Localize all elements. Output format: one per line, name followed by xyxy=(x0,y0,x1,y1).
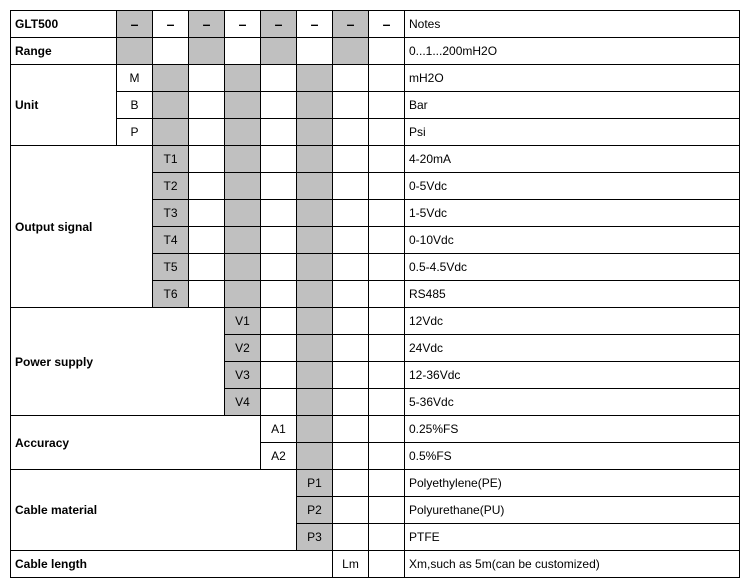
cable-mat-desc: PTFE xyxy=(405,524,740,551)
spec-table: GLT500 – – – – – – – – Notes Range 0...1… xyxy=(10,10,740,578)
power-desc: 5-36Vdc xyxy=(405,389,740,416)
output-desc: 0.5-4.5Vdc xyxy=(405,254,740,281)
power-desc: 12-36Vdc xyxy=(405,362,740,389)
power-desc: 24Vdc xyxy=(405,335,740,362)
power-desc: 12Vdc xyxy=(405,308,740,335)
cable-len-code: Lm xyxy=(333,551,369,578)
unit-code: B xyxy=(117,92,153,119)
range-desc: 0...1...200mH2O xyxy=(405,38,740,65)
dash-cell: – xyxy=(333,11,369,38)
cable-len-desc: Xm,such as 5m(can be customized) xyxy=(405,551,740,578)
range-row: Range 0...1...200mH2O xyxy=(11,38,740,65)
output-code: T4 xyxy=(153,227,189,254)
power-code: V3 xyxy=(225,362,261,389)
dash-cell: – xyxy=(225,11,261,38)
output-desc: 0-5Vdc xyxy=(405,173,740,200)
output-label: Output signal xyxy=(11,146,153,308)
cable-mat-desc: Polyurethane(PU) xyxy=(405,497,740,524)
accuracy-label: Accuracy xyxy=(11,416,261,470)
unit-row: P Psi xyxy=(11,119,740,146)
dash-cell: – xyxy=(297,11,333,38)
cable-mat-code: P3 xyxy=(297,524,333,551)
notes-header: Notes xyxy=(405,11,740,38)
unit-code: M xyxy=(117,65,153,92)
unit-desc: Psi xyxy=(405,119,740,146)
unit-code: P xyxy=(117,119,153,146)
unit-desc: Bar xyxy=(405,92,740,119)
dash-cell: – xyxy=(261,11,297,38)
power-code: V2 xyxy=(225,335,261,362)
header-row: GLT500 – – – – – – – – Notes xyxy=(11,11,740,38)
output-code: T5 xyxy=(153,254,189,281)
unit-row: B Bar xyxy=(11,92,740,119)
output-desc: 1-5Vdc xyxy=(405,200,740,227)
power-label: Power supply xyxy=(11,308,225,416)
output-desc: RS485 xyxy=(405,281,740,308)
power-code: V1 xyxy=(225,308,261,335)
power-row: Power supply V1 12Vdc xyxy=(11,308,740,335)
cable-mat-code: P1 xyxy=(297,470,333,497)
cable-len-label: Cable length xyxy=(11,551,333,578)
cable-mat-code: P2 xyxy=(297,497,333,524)
output-code: T3 xyxy=(153,200,189,227)
accuracy-row: Accuracy A1 0.25%FS xyxy=(11,416,740,443)
output-code: T1 xyxy=(153,146,189,173)
accuracy-code: A2 xyxy=(261,443,297,470)
cable-len-row: Cable length Lm Xm,such as 5m(can be cus… xyxy=(11,551,740,578)
accuracy-desc: 0.5%FS xyxy=(405,443,740,470)
power-code: V4 xyxy=(225,389,261,416)
cable-mat-desc: Polyethylene(PE) xyxy=(405,470,740,497)
output-row: Output signal T1 4-20mA xyxy=(11,146,740,173)
unit-desc: mH2O xyxy=(405,65,740,92)
unit-row: Unit M mH2O xyxy=(11,65,740,92)
dash-cell: – xyxy=(153,11,189,38)
accuracy-code: A1 xyxy=(261,416,297,443)
dash-cell: – xyxy=(189,11,225,38)
model-label: GLT500 xyxy=(11,11,117,38)
output-desc: 0-10Vdc xyxy=(405,227,740,254)
output-desc: 4-20mA xyxy=(405,146,740,173)
output-code: T6 xyxy=(153,281,189,308)
output-code: T2 xyxy=(153,173,189,200)
dash-cell: – xyxy=(117,11,153,38)
cable-mat-row: Cable material P1 Polyethylene(PE) xyxy=(11,470,740,497)
dash-cell: – xyxy=(369,11,405,38)
range-label: Range xyxy=(11,38,117,65)
cable-mat-label: Cable material xyxy=(11,470,297,551)
unit-label: Unit xyxy=(11,65,117,146)
accuracy-desc: 0.25%FS xyxy=(405,416,740,443)
